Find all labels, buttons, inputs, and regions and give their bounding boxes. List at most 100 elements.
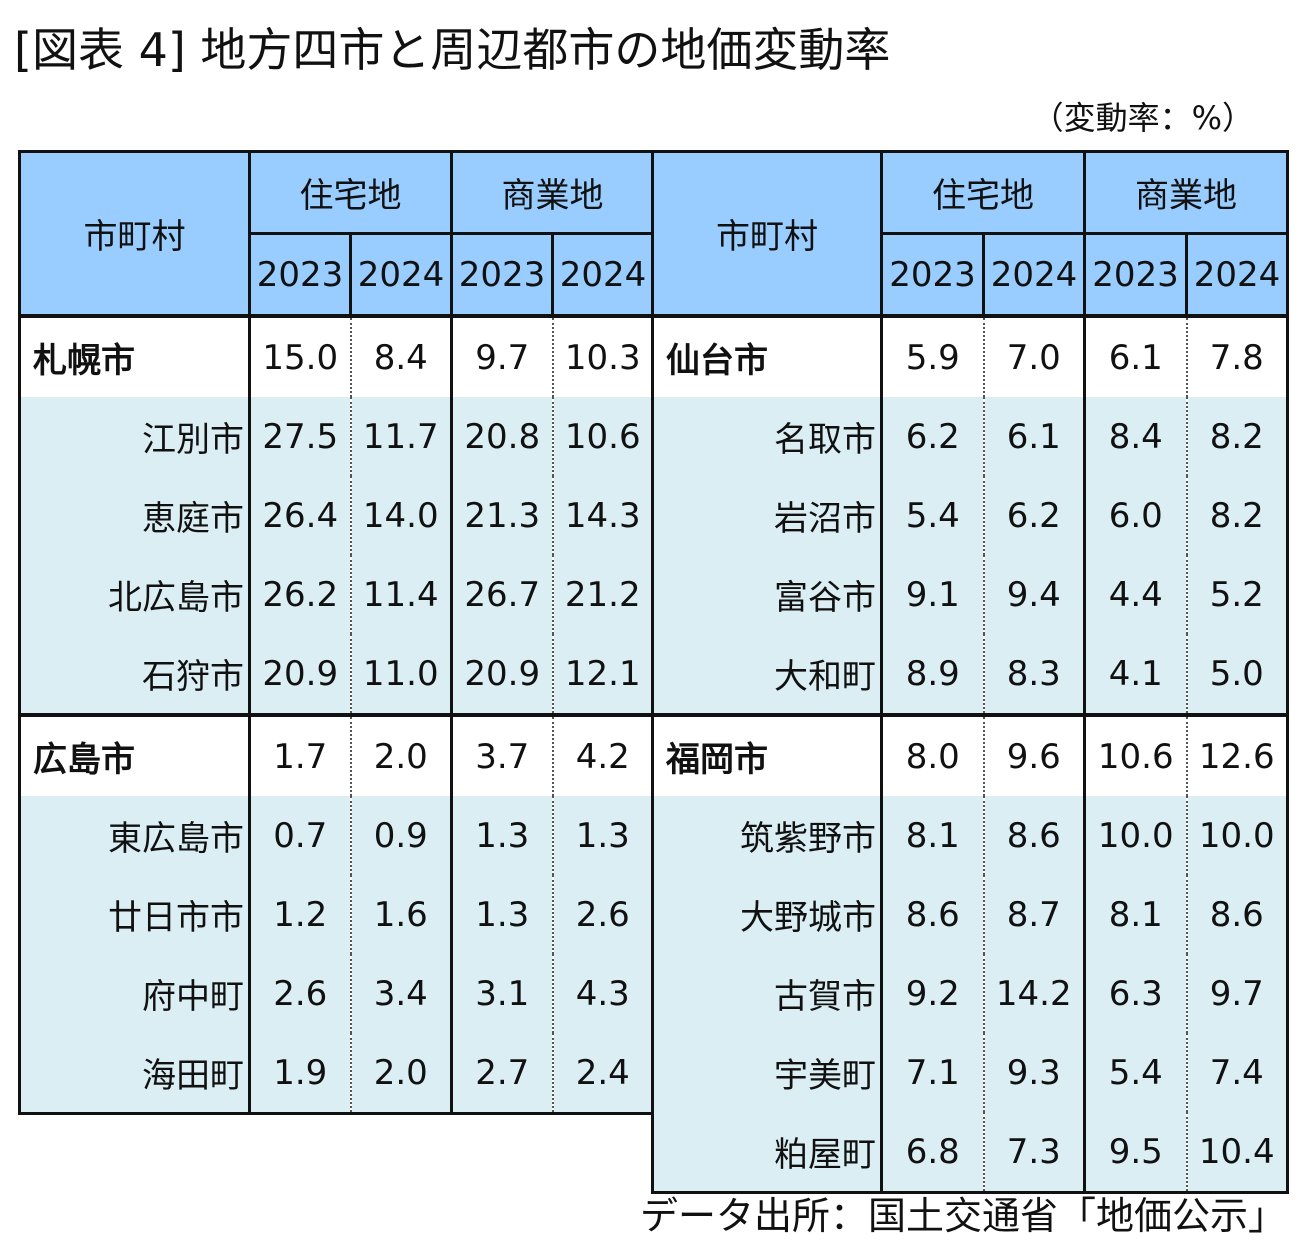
- value-cell: 2.0: [349, 1033, 453, 1115]
- neighbor-name: 江別市: [18, 397, 251, 476]
- value-cell: 9.7: [450, 314, 554, 397]
- value-cell: 1.6: [349, 875, 453, 954]
- value-cell: 4.2: [551, 713, 655, 796]
- header-municipality: 市町村: [651, 150, 883, 318]
- land-price-table-left: 市町村 住宅地 商業地 2023 2024 2023 2024 札幌市 15.0 8…: [18, 150, 655, 1115]
- neighbor-row: 廿日市市 1.2 1.6 1.3 2.6: [18, 875, 655, 954]
- neighbor-name: 筑紫野市: [651, 796, 883, 875]
- value-cell: 5.4: [880, 476, 985, 555]
- neighbor-name: 東広島市: [18, 796, 251, 875]
- value-cell: 10.6: [1083, 713, 1188, 796]
- value-cell: 2.6: [551, 875, 655, 954]
- value-cell: 6.0: [1083, 476, 1188, 555]
- neighbor-name: 富谷市: [651, 555, 883, 634]
- value-cell: 6.3: [1083, 954, 1188, 1033]
- neighbor-row: 府中町 2.6 3.4 3.1 4.3: [18, 954, 655, 1033]
- header-municipality: 市町村: [18, 150, 251, 318]
- header-year-2023: 2023: [450, 232, 554, 318]
- land-price-table-right: 市町村 住宅地 商業地 2023 2024 2023 2024 仙台市 5.9 7.…: [651, 150, 1289, 1194]
- neighbor-row: 大和町 8.9 8.3 4.1 5.0: [651, 634, 1289, 717]
- value-cell: 8.2: [1185, 397, 1289, 476]
- city-row: 仙台市 5.9 7.0 6.1 7.8: [651, 314, 1289, 397]
- city-row: 福岡市 8.0 9.6 10.6 12.6: [651, 713, 1289, 796]
- value-cell: 10.6: [551, 397, 655, 476]
- neighbor-row: 北広島市 26.2 11.4 26.7 21.2: [18, 555, 655, 634]
- value-cell: 4.1: [1083, 634, 1188, 717]
- value-cell: 6.1: [982, 397, 1086, 476]
- value-cell: 0.7: [248, 796, 352, 875]
- value-cell: 14.0: [349, 476, 453, 555]
- value-cell: 7.4: [1185, 1033, 1289, 1112]
- city-name: 福岡市: [651, 713, 883, 796]
- value-cell: 9.7: [1185, 954, 1289, 1033]
- value-cell: 15.0: [248, 314, 352, 397]
- neighbor-row: 富谷市 9.1 9.4 4.4 5.2: [651, 555, 1289, 634]
- value-cell: 4.3: [551, 954, 655, 1033]
- value-cell: 7.1: [880, 1033, 985, 1112]
- value-cell: 1.9: [248, 1033, 352, 1115]
- neighbor-name: 海田町: [18, 1033, 251, 1115]
- chart-title: [図表 4] 地方四市と周辺都市の地価変動率: [14, 23, 891, 77]
- header-commercial: 商業地: [1083, 150, 1289, 235]
- value-cell: 7.8: [1185, 314, 1289, 397]
- value-cell: 1.2: [248, 875, 352, 954]
- value-cell: 2.4: [551, 1033, 655, 1115]
- neighbor-name: 岩沼市: [651, 476, 883, 555]
- value-cell: 21.2: [551, 555, 655, 634]
- neighbor-name: 名取市: [651, 397, 883, 476]
- neighbor-row: 古賀市 9.2 14.2 6.3 9.7: [651, 954, 1289, 1033]
- value-cell: 9.5: [1083, 1112, 1188, 1194]
- value-cell: 7.3: [982, 1112, 1086, 1194]
- neighbor-row: 大野城市 8.6 8.7 8.1 8.6: [651, 875, 1289, 954]
- neighbor-name: 大野城市: [651, 875, 883, 954]
- value-cell: 4.4: [1083, 555, 1188, 634]
- city-name: 札幌市: [18, 314, 251, 397]
- value-cell: 1.3: [450, 875, 554, 954]
- value-cell: 8.1: [1083, 875, 1188, 954]
- neighbor-row: 石狩市 20.9 11.0 20.9 12.1: [18, 634, 655, 717]
- header-year-2024: 2024: [982, 232, 1086, 318]
- value-cell: 6.2: [880, 397, 985, 476]
- header-commercial: 商業地: [450, 150, 655, 235]
- neighbor-row: 海田町 1.9 2.0 2.7 2.4: [18, 1033, 655, 1115]
- value-cell: 26.2: [248, 555, 352, 634]
- value-cell: 20.9: [248, 634, 352, 717]
- value-cell: 20.8: [450, 397, 554, 476]
- value-cell: 3.7: [450, 713, 554, 796]
- value-cell: 9.3: [982, 1033, 1086, 1112]
- value-cell: 8.6: [1185, 875, 1289, 954]
- value-cell: 8.0: [880, 713, 985, 796]
- value-cell: 5.4: [1083, 1033, 1188, 1112]
- value-cell: 8.6: [880, 875, 985, 954]
- neighbor-name: 北広島市: [18, 555, 251, 634]
- value-cell: 10.0: [1083, 796, 1188, 875]
- value-cell: 1.3: [450, 796, 554, 875]
- unit-note: （変動率：%）: [1031, 99, 1254, 137]
- neighbor-name: 大和町: [651, 634, 883, 717]
- value-cell: 11.7: [349, 397, 453, 476]
- neighbor-row: 恵庭市 26.4 14.0 21.3 14.3: [18, 476, 655, 555]
- value-cell: 6.2: [982, 476, 1086, 555]
- value-cell: 12.1: [551, 634, 655, 717]
- value-cell: 8.7: [982, 875, 1086, 954]
- value-cell: 26.7: [450, 555, 554, 634]
- neighbor-name: 廿日市市: [18, 875, 251, 954]
- value-cell: 20.9: [450, 634, 554, 717]
- city-name: 広島市: [18, 713, 251, 796]
- data-source: データ出所：国土交通省「地価公示」: [639, 1194, 1286, 1238]
- neighbor-name: 府中町: [18, 954, 251, 1033]
- value-cell: 8.4: [349, 314, 453, 397]
- neighbor-row: 筑紫野市 8.1 8.6 10.0 10.0: [651, 796, 1289, 875]
- neighbor-name: 古賀市: [651, 954, 883, 1033]
- header-year-2024: 2024: [1185, 232, 1289, 318]
- neighbor-row: 岩沼市 5.4 6.2 6.0 8.2: [651, 476, 1289, 555]
- value-cell: 10.4: [1185, 1112, 1289, 1194]
- value-cell: 8.4: [1083, 397, 1188, 476]
- header-year-2024: 2024: [551, 232, 655, 318]
- value-cell: 21.3: [450, 476, 554, 555]
- neighbor-name: 宇美町: [651, 1033, 883, 1112]
- value-cell: 7.0: [982, 314, 1086, 397]
- value-cell: 5.2: [1185, 555, 1289, 634]
- value-cell: 11.4: [349, 555, 453, 634]
- value-cell: 0.9: [349, 796, 453, 875]
